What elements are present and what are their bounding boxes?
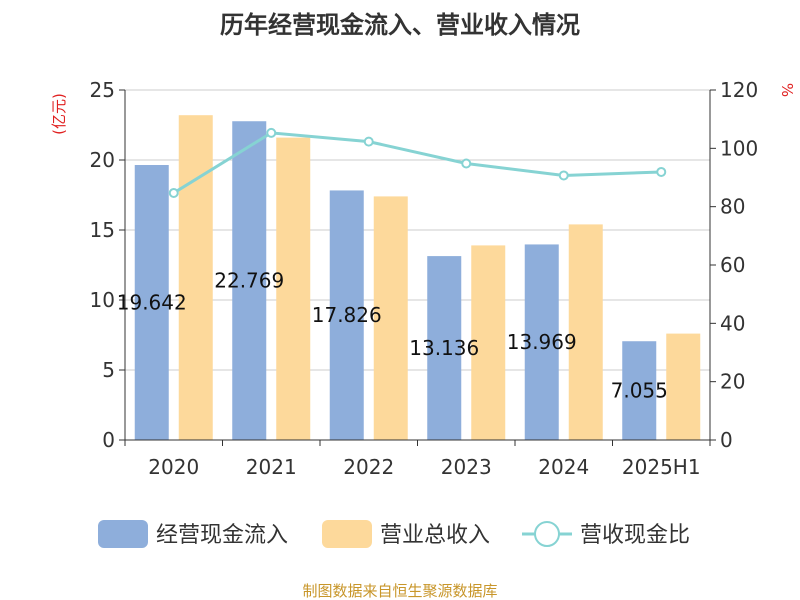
legend-label: 营业总收入	[380, 523, 490, 548]
y-left-tick-label: 10	[90, 288, 115, 312]
bar-revenue	[666, 333, 701, 440]
data-labels: 19.642 22.769 17.826 13.136 13.969 7.055	[117, 269, 668, 403]
y-right-label: %	[778, 83, 796, 97]
x-tick-label: 2020	[148, 455, 199, 479]
y-left-label: (亿元)	[50, 93, 68, 135]
y-left-tick-label: 20	[90, 148, 115, 172]
legend: 经营现金流入 营业总收入 营收现金比	[98, 520, 690, 548]
x-tick-label: 2022	[343, 455, 394, 479]
data-label: 13.969	[507, 330, 577, 354]
y-right-tick-label: 40	[720, 311, 745, 335]
y-left-tick-label: 25	[90, 78, 115, 102]
x-tick-label: 2025H1	[622, 455, 701, 479]
chart-title: 历年经营现金流入、营业收入情况	[220, 11, 580, 39]
data-label: 22.769	[214, 269, 284, 293]
ratio-point	[168, 187, 179, 198]
data-label: 19.642	[117, 291, 187, 315]
bar-revenue	[568, 224, 603, 440]
y-left-tick-label: 0	[102, 428, 115, 452]
legend-label: 经营现金流入	[156, 523, 288, 548]
data-label: 13.136	[409, 336, 479, 360]
bar-revenue	[373, 196, 408, 440]
x-tick-label: 2021	[246, 455, 297, 479]
y-right-tick-label: 20	[720, 370, 745, 394]
bar-cash-inflow	[524, 244, 559, 440]
footer-source: 制图数据来自恒生聚源数据库	[302, 582, 497, 600]
y-left-tick-label: 15	[90, 218, 115, 242]
bars	[134, 115, 701, 440]
y-right-tick-label: 100	[720, 136, 758, 160]
data-label: 7.055	[611, 379, 668, 403]
data-label: 17.826	[312, 303, 382, 327]
y-right-tick-label: 120	[720, 78, 758, 102]
x-tick-label: 2024	[538, 455, 589, 479]
legend-label: 营收现金比	[580, 523, 690, 548]
y-left-tick-label: 5	[102, 358, 115, 382]
grid-lines	[125, 89, 710, 371]
y-right-tick-label: 80	[720, 195, 745, 219]
x-tick-label: 2023	[441, 455, 492, 479]
legend-swatch	[322, 520, 372, 548]
bar-cash-inflow	[134, 165, 169, 440]
legend-marker	[534, 521, 560, 547]
axes: 0 5 10 15 20 25 0 20 40 60 80 100 120 2020 2021 2022 202…	[90, 78, 759, 479]
ratio-point	[266, 127, 277, 138]
ratio-line	[168, 127, 667, 198]
bar-revenue	[471, 245, 506, 440]
ratio-point	[461, 158, 472, 169]
bar-cash-inflow	[232, 121, 267, 440]
y-right-tick-label: 60	[720, 253, 745, 277]
ratio-point	[363, 136, 374, 147]
bar-cash-inflow	[329, 190, 364, 440]
bar-cash-inflow	[622, 341, 657, 440]
ratio-point	[656, 166, 667, 177]
ratio-polyline	[172, 131, 662, 195]
bar-cash-inflow	[427, 256, 462, 440]
ratio-point	[558, 170, 569, 181]
bar-revenue	[178, 115, 213, 440]
y-right-tick-label: 0	[720, 428, 733, 452]
legend-swatch	[98, 520, 148, 548]
bar-revenue	[276, 137, 311, 440]
